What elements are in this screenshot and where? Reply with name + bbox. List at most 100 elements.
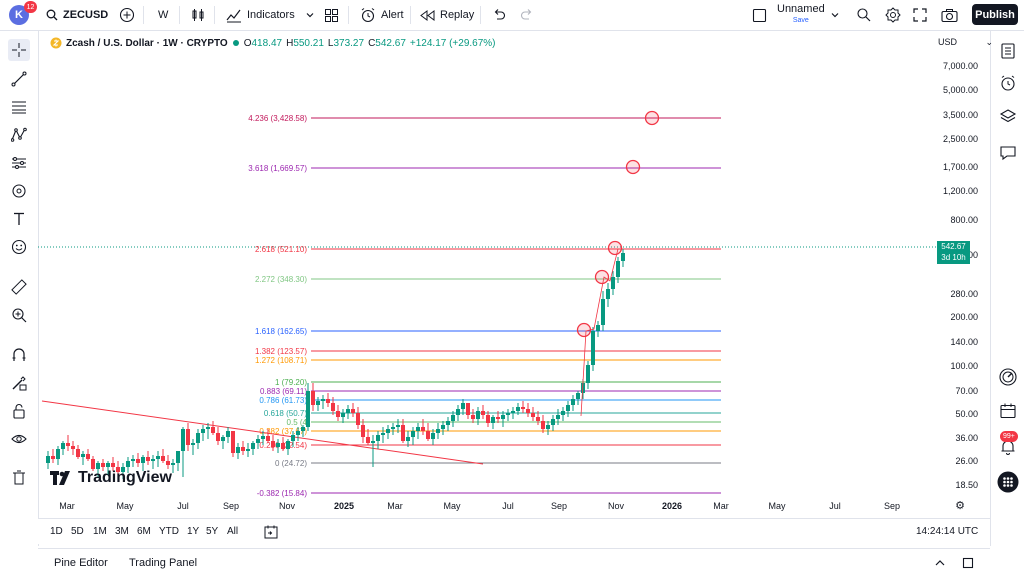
price-scale-label: 100.00 [950, 361, 978, 371]
timeframe-5y[interactable]: 5Y [206, 526, 219, 537]
fib-level-label: 4.236 (3,428.58) [248, 114, 307, 123]
crosshair-tool[interactable] [8, 39, 30, 61]
apps-button[interactable] [996, 470, 1020, 494]
timeframe-all[interactable]: All [227, 526, 239, 537]
alert-button[interactable]: Alert [360, 0, 404, 30]
candle-body [596, 325, 600, 331]
candle-body [356, 413, 360, 425]
chats-button[interactable] [996, 141, 1020, 165]
candle-body [576, 393, 580, 399]
layout-dropdown[interactable] [830, 0, 840, 30]
layouts-button[interactable] [324, 0, 339, 30]
currency-selector[interactable]: USD ⌄ [938, 37, 994, 47]
object-tree-button[interactable] [996, 105, 1020, 129]
time-axis: Mar May Jul Sep Nov 2025 Mar May Jul Sep Nov 2026 Ma… [59, 501, 900, 511]
candle-body [471, 415, 475, 419]
magnet-tool[interactable] [8, 344, 30, 366]
candle-body [136, 459, 140, 463]
interval-button[interactable]: W [158, 9, 169, 21]
indicators-dropdown[interactable] [305, 0, 315, 30]
candle-body [291, 435, 295, 441]
chart-title[interactable]: Zcash / U.S. Dollar · 1W · CRYPTO [66, 37, 228, 49]
candle-body [546, 425, 550, 429]
measure-tool[interactable] [8, 276, 30, 298]
zoom-in-tool[interactable] [8, 304, 30, 326]
candle-body [246, 449, 250, 451]
remove-drawings-tool[interactable] [8, 466, 30, 488]
price-scale-label: 26.00 [955, 456, 978, 466]
price-scale-label: 50.00 [955, 409, 978, 419]
horizontal-lines-tool[interactable] [8, 96, 30, 118]
collapse-panel-button[interactable] [934, 549, 946, 577]
watchlist-button[interactable] [996, 39, 1020, 63]
compare-symbol-button[interactable] [119, 0, 135, 30]
candle-body [331, 403, 335, 411]
timeframe-6m[interactable]: 6M [137, 526, 151, 537]
hide-drawings-tool[interactable] [8, 428, 30, 450]
candle-body [81, 454, 85, 457]
timeframe-3m[interactable]: 3M [115, 526, 129, 537]
date-range-button[interactable] [264, 519, 278, 544]
symbol-search-button[interactable]: ZECUSD [46, 0, 108, 30]
alarm-clock-icon [361, 8, 375, 23]
fullscreen-button[interactable] [913, 0, 927, 30]
candle-body [536, 417, 540, 421]
candle-body [121, 467, 125, 472]
trend-line-tool[interactable] [8, 68, 30, 90]
candle-body [531, 413, 535, 417]
candle-body [496, 417, 500, 419]
redo-icon [520, 9, 532, 20]
publish-button[interactable]: Publish [972, 4, 1018, 25]
layout-selector[interactable]: Unnamed Save [752, 0, 825, 30]
pattern-tool[interactable] [8, 124, 30, 146]
smiley-icon [11, 239, 27, 255]
pencil-lock-icon [12, 376, 27, 391]
candle-body [66, 443, 70, 446]
quick-search-button[interactable] [856, 0, 872, 30]
timeframe-1m[interactable]: 1M [93, 526, 107, 537]
candle-body [61, 443, 65, 449]
target-icon [999, 368, 1017, 386]
clock[interactable]: 14:24:14 UTC [916, 526, 979, 537]
candle-body [306, 391, 310, 427]
replay-button[interactable]: Replay [420, 0, 474, 30]
ideas-button[interactable] [996, 365, 1020, 389]
timeframe-bar: 14:24:14 UTC 1D 5D 1M 3M 6M YTD 1Y 5Y All [38, 518, 990, 544]
brush-tool[interactable] [8, 180, 30, 202]
timeframe-1d[interactable]: 1D [50, 526, 63, 537]
maximize-panel-button[interactable] [962, 549, 974, 577]
timeframe-5d[interactable]: 5D [71, 526, 84, 537]
chart-type-button[interactable] [190, 0, 206, 30]
tab-trading-panel[interactable]: Trading Panel [129, 557, 198, 569]
target-circle [625, 159, 641, 175]
forecasting-tool[interactable] [8, 152, 30, 174]
current-price-label: 542.67 3d 10h [937, 241, 970, 264]
zoom-in-icon [12, 308, 27, 323]
text-tool[interactable] [8, 208, 30, 230]
settings-button[interactable] [885, 0, 901, 30]
tab-pine-editor[interactable]: Pine Editor [54, 557, 108, 569]
candle-body [466, 403, 470, 415]
fib-level-label: 0.5 (4 [287, 418, 308, 427]
undo-button[interactable] [492, 0, 506, 30]
candle-body [131, 459, 135, 461]
redo-button[interactable] [520, 0, 534, 30]
calendar-button[interactable] [996, 399, 1020, 423]
candle-body [101, 463, 105, 467]
timeframe-1y[interactable]: 1Y [187, 526, 200, 537]
icon-tool[interactable] [8, 236, 30, 258]
fib-level-label: 1.618 (162.65) [255, 327, 307, 336]
search-settings-icon [857, 8, 871, 22]
alerts-button[interactable] [996, 71, 1020, 95]
snapshot-button[interactable] [941, 0, 958, 30]
fullscreen-icon [913, 8, 927, 22]
indicators-button[interactable]: Indicators [226, 0, 295, 30]
price-chart[interactable]: 7,000.00 5,000.00 3,500.00 2,500.00 1,700.00… [38, 31, 990, 518]
timeframe-ytd[interactable]: YTD [159, 526, 179, 537]
fib-level-label: 0 (24.72) [275, 459, 307, 468]
price-scale: 7,000.00 5,000.00 3,500.00 2,500.00 1,700.00… [943, 61, 978, 490]
lock-drawings-tool[interactable] [8, 400, 30, 422]
stay-in-drawing-mode-tool[interactable] [8, 372, 30, 394]
candle-body [481, 411, 485, 415]
candle-body [256, 439, 260, 443]
